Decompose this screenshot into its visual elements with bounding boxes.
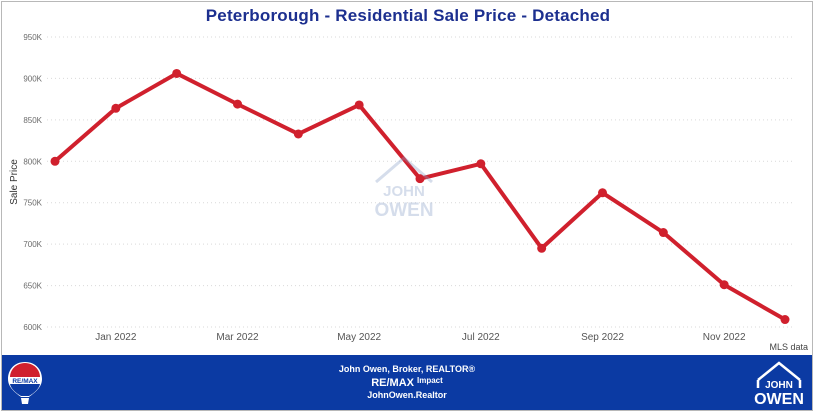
data-point [293,129,303,139]
data-point [50,156,60,166]
watermark-top-text: JOHN [383,183,425,200]
y-tick-label: 800K [23,157,42,166]
chart-title: Peterborough - Residential Sale Price - … [205,6,611,25]
y-tick-label: 850K [23,116,42,125]
brokerage-line: RE/MAX Impact [2,376,812,389]
data-point [658,228,668,238]
x-tick-label: Jan 2022 [95,332,137,343]
data-point [233,99,242,109]
data-point [780,315,790,325]
john-owen-logo-top: JOHN [765,380,793,391]
x-tick-label: Sep 2022 [581,332,624,343]
data-point [537,243,547,253]
y-tick-label: 600K [23,323,42,332]
y-axis-title: Sale Price [9,159,20,205]
remax-balloon-logo: RE/MAX [8,362,42,404]
john-owen-watermark-logo: JOHN OWEN [374,156,434,221]
footer-banner: RE/MAX John Owen, Broker, REALTOR® RE/MA… [2,355,812,410]
y-tick-label: 950K [23,33,42,42]
y-tick-label: 900K [23,74,42,83]
data-point [354,100,364,110]
remax-logo-text: RE/MAX [12,378,38,385]
website-text: JohnOwen.Realtor [367,390,447,400]
watermark-bottom-text: OWEN [374,200,433,221]
y-tick-label: 700K [23,240,42,249]
y-tick-label: 650K [23,282,42,291]
brokerage-suffix: Impact [416,376,443,385]
data-point [111,103,121,113]
john-owen-logo-bottom: OWEN [754,391,804,408]
x-tick-label: Nov 2022 [703,332,746,343]
agent-name: John Owen, Broker, REALTOR® [338,364,476,374]
data-point [719,280,729,290]
y-tick-label: 750K [23,199,42,208]
x-tick-label: Mar 2022 [216,332,259,343]
source-note: MLS data [769,342,808,352]
data-point [598,188,607,198]
john-owen-logo: JOHN OWEN [754,361,804,408]
x-tick-label: Jul 2022 [462,332,500,343]
x-tick-label: May 2022 [337,332,381,343]
brokerage-brand: RE/MAX [371,377,414,389]
data-point [172,68,182,78]
data-point [415,174,425,184]
data-point [476,159,486,169]
